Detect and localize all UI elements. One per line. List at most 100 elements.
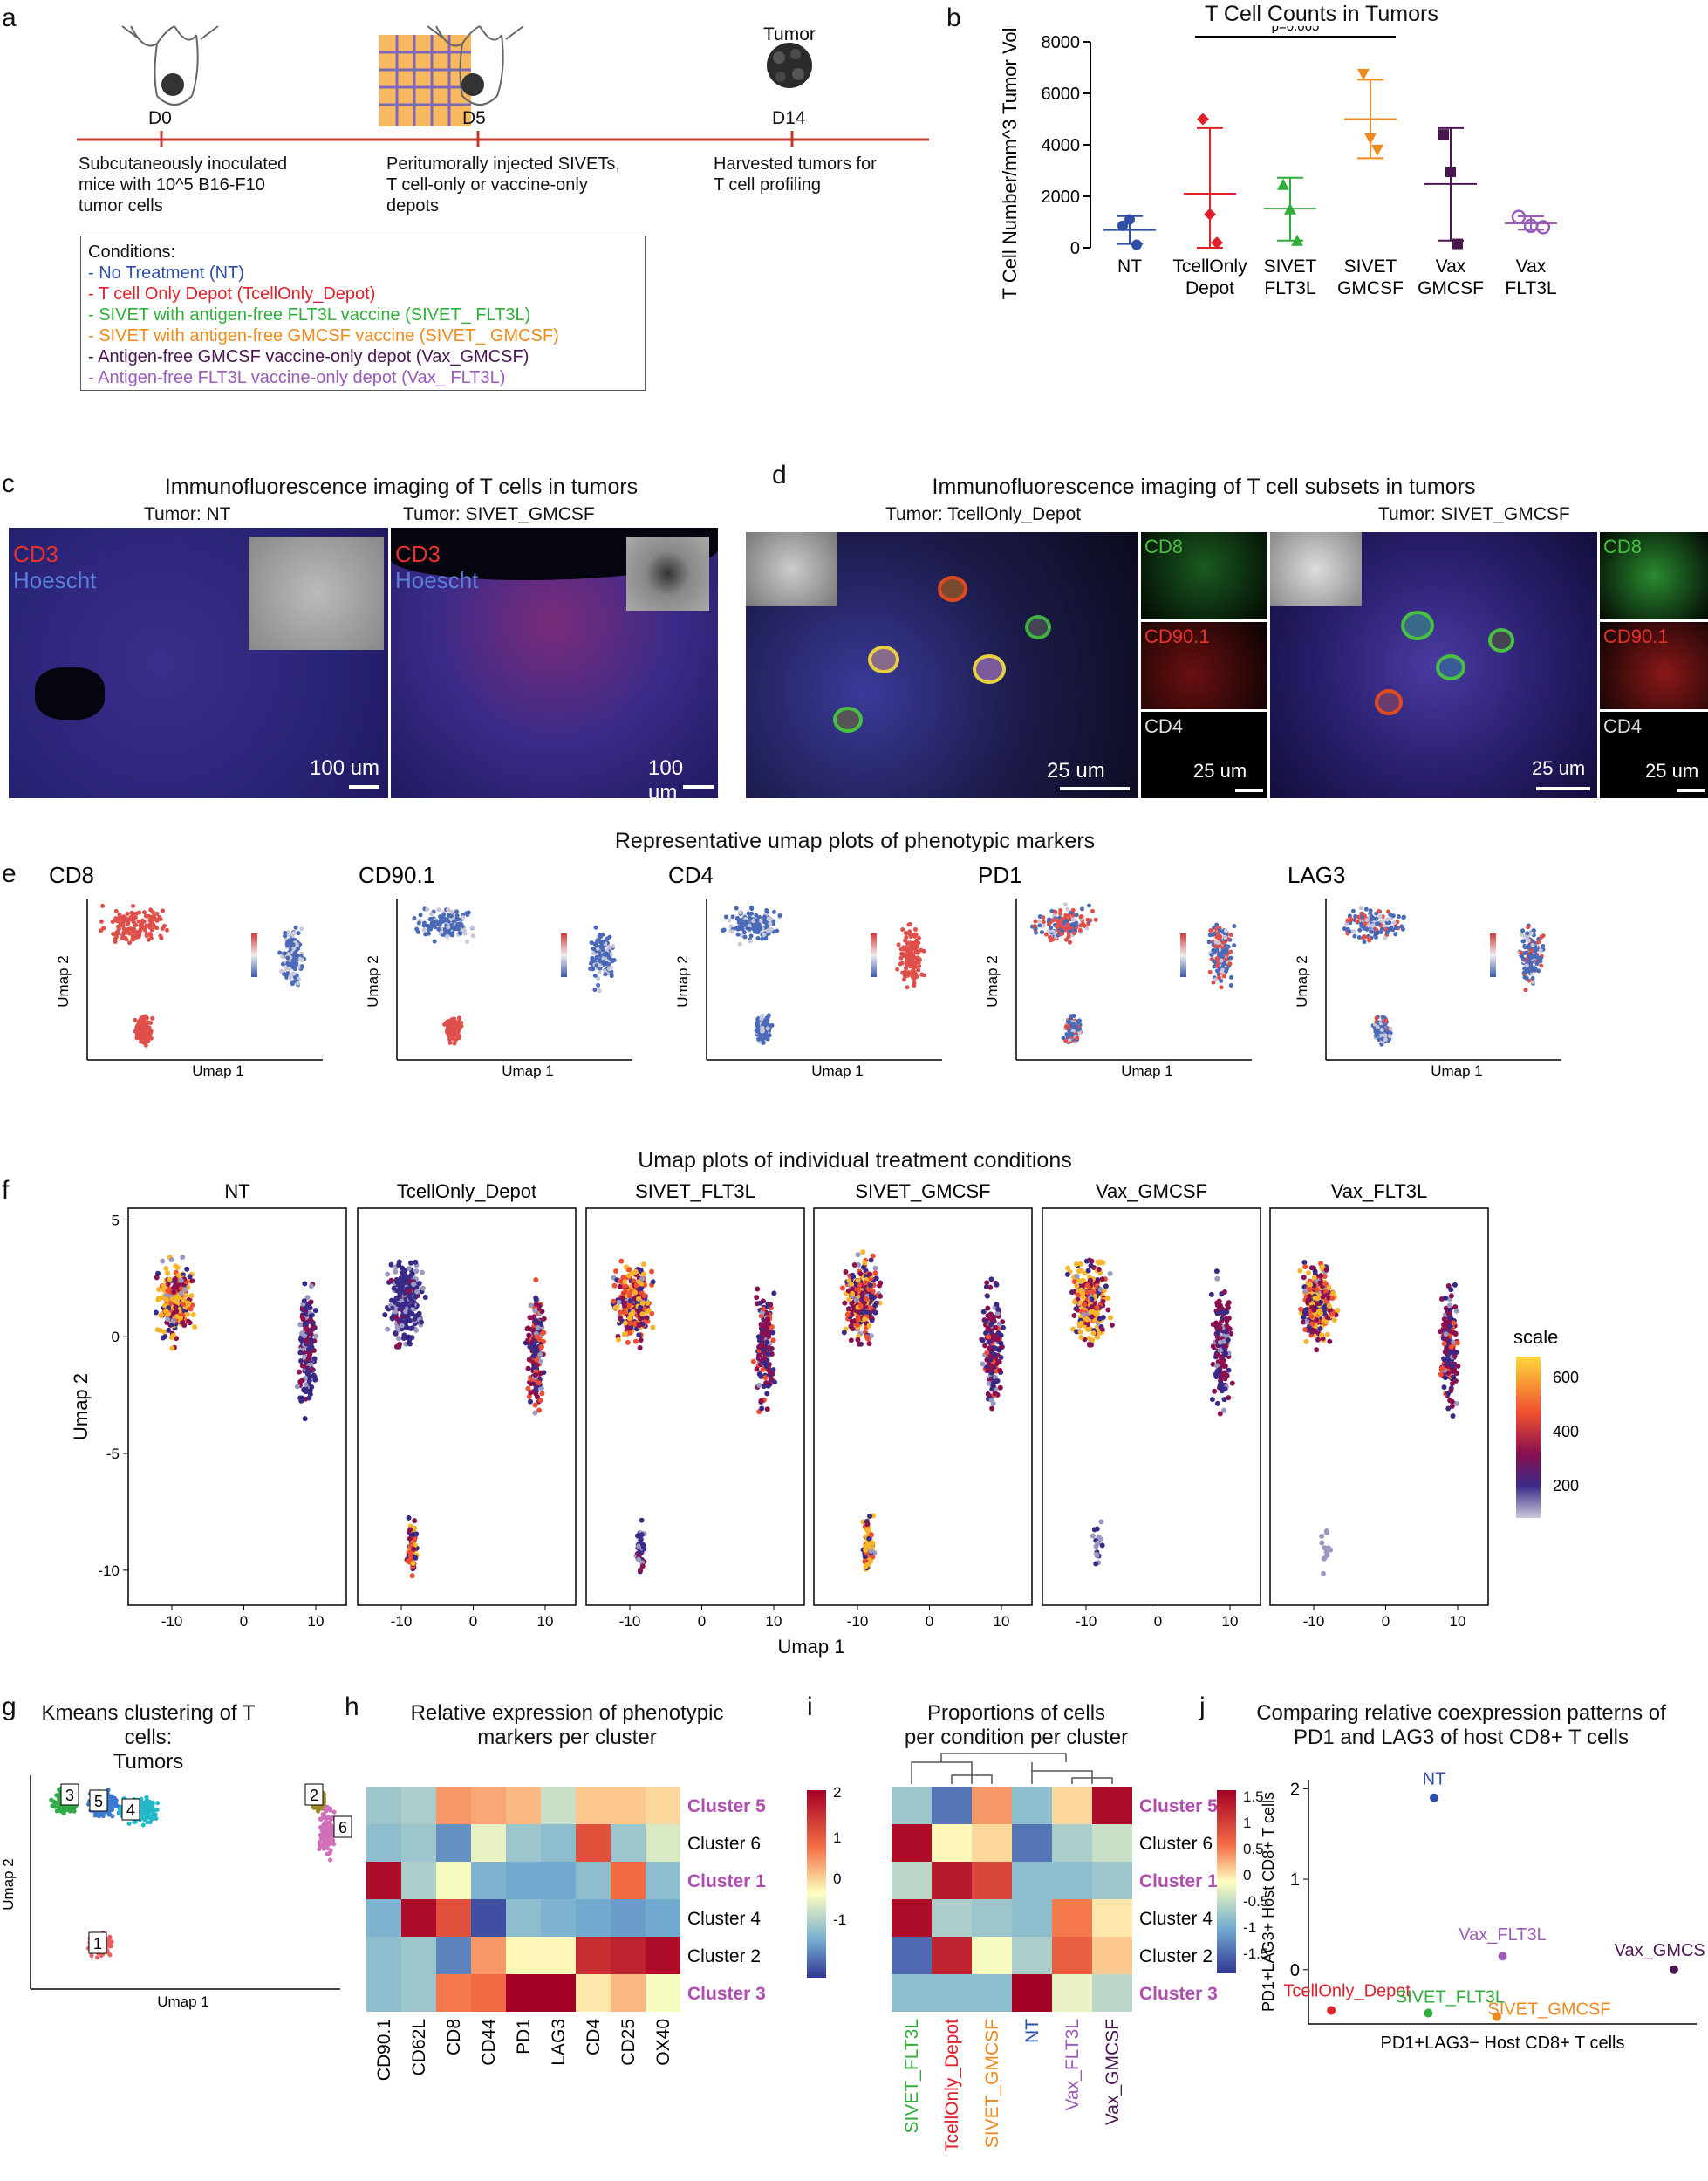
umap-point (305, 1356, 311, 1362)
umap-point (407, 1535, 413, 1542)
umap-point (162, 1302, 168, 1309)
umap-point (533, 1277, 539, 1283)
umap-point (1071, 922, 1076, 927)
umap-point (130, 917, 135, 922)
umap-point (1090, 908, 1095, 913)
umap-point (1095, 1259, 1101, 1265)
umap-point (525, 1385, 531, 1391)
umap-point (592, 941, 598, 947)
umap-point (1454, 1340, 1460, 1346)
umap-point (768, 921, 773, 926)
umap-point (1078, 923, 1083, 928)
umap-point (868, 1292, 874, 1298)
umap-point (1217, 1325, 1223, 1331)
umap-point (1221, 1397, 1227, 1403)
umap-point (868, 1548, 874, 1554)
umap-point (172, 1276, 178, 1282)
category-label: SIVET (1344, 256, 1397, 277)
umap-point (1315, 1337, 1321, 1343)
umap-point (182, 1286, 188, 1292)
umap-point (739, 917, 744, 922)
umap-point (1099, 1542, 1105, 1549)
umap-point (308, 1331, 314, 1337)
umap-point (985, 1334, 991, 1340)
umap-point (445, 934, 450, 940)
umap-point (1103, 1283, 1109, 1289)
umap-point (420, 1285, 426, 1291)
umap-point (111, 932, 116, 937)
scale-label: 25 um (1193, 760, 1247, 782)
umap-point (622, 1300, 628, 1306)
if-image-tcellonly: 25 um (746, 532, 1138, 798)
data-point (1445, 166, 1456, 177)
umap-point (988, 1322, 994, 1328)
umap-point (1364, 926, 1370, 932)
umap-point (650, 1324, 656, 1330)
umap-point (1536, 957, 1541, 962)
umap-point (1313, 1328, 1319, 1334)
umap-point (1530, 942, 1535, 947)
umap-point (160, 926, 165, 932)
scale-label: 100 um (310, 756, 380, 780)
umap-point (756, 1382, 762, 1388)
umap-point (526, 1357, 532, 1363)
data-point (1291, 234, 1303, 246)
umap-point (303, 1382, 309, 1388)
umap-point (614, 1303, 620, 1309)
condition-item: - No Treatment (NT) (88, 263, 244, 283)
umap-point (1324, 1292, 1330, 1298)
umap-point (1228, 1330, 1234, 1337)
category-label: GMCSF (1418, 278, 1484, 298)
umap-point (1213, 977, 1219, 982)
umap-point (915, 940, 920, 946)
umap-point (1311, 1307, 1317, 1313)
umap-point (995, 1306, 1001, 1312)
category-label: NT (1117, 256, 1142, 277)
umap-point (411, 1282, 417, 1288)
umap-point (165, 927, 170, 933)
umap-point (293, 979, 298, 984)
umap-point (986, 1339, 992, 1345)
umap-point (1217, 1339, 1223, 1345)
umap-point (1084, 1282, 1090, 1289)
umap-point (448, 913, 454, 919)
colorbar (871, 933, 877, 977)
umap-point (1078, 914, 1083, 920)
inset-image (249, 537, 384, 650)
umap-point (168, 1257, 174, 1263)
umap-point (1049, 908, 1055, 913)
umap-point (1304, 1319, 1310, 1325)
umap-point (454, 917, 460, 922)
umap-point (1089, 1314, 1095, 1320)
umap-point (990, 1384, 996, 1390)
umap-point (723, 914, 728, 920)
tumor-label: Tumor (763, 24, 816, 44)
umap-point (307, 1374, 313, 1380)
umap-point (846, 1296, 852, 1302)
umap-point (646, 1308, 652, 1314)
facet-frame (1042, 1207, 1261, 1606)
channel-cd8-left: CD8 (1141, 532, 1267, 619)
umap-point (1531, 980, 1536, 985)
umap-point (755, 935, 761, 940)
umap-point (397, 1289, 403, 1296)
umap-point (177, 1315, 183, 1321)
umap-point (860, 1309, 866, 1315)
umap-point (1225, 1337, 1231, 1343)
image-subtitle: Tumor: SIVET_GMCSF (1378, 504, 1570, 524)
umap-point (1232, 943, 1237, 948)
umap-point (1383, 1037, 1388, 1043)
umap-point (1213, 944, 1219, 949)
umap-point (283, 967, 288, 972)
umap-point (1367, 938, 1372, 943)
umap-point (185, 1300, 191, 1306)
x-tick-label: -10 (619, 1613, 641, 1630)
umap-point (1217, 1411, 1223, 1417)
umap-point (866, 1341, 872, 1347)
umap-point (113, 908, 119, 913)
umap-point (1221, 1370, 1227, 1376)
umap-point (1214, 956, 1220, 961)
umap-point (141, 910, 147, 915)
umap-point (1080, 906, 1085, 912)
panel-f-title: Umap plots of individual treatment condi… (638, 1148, 1072, 1173)
